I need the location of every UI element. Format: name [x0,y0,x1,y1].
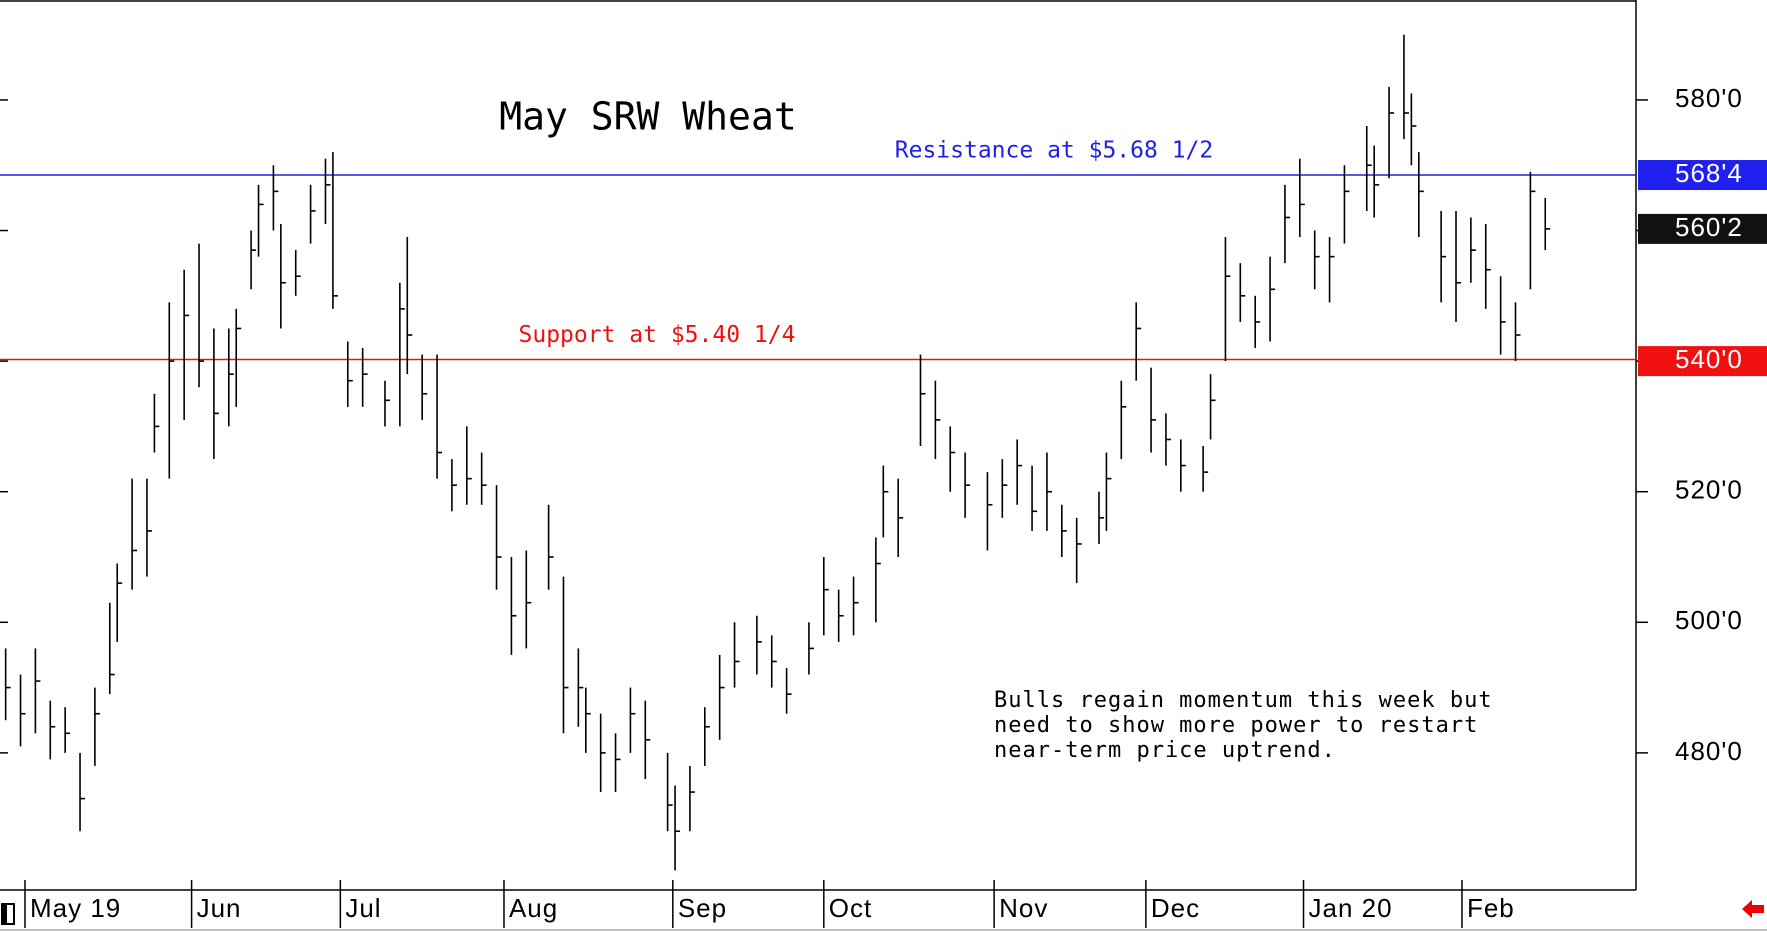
chart-title: May SRW Wheat [499,95,796,139]
y-tick-label: 480'0 [1675,736,1743,766]
scroll-icon-fill [2,904,7,924]
y-tick-label: 580'0 [1675,83,1743,113]
price-marker [1638,346,1767,377]
x-tick-label: Jul [345,893,381,923]
price-marker-label: 540'0 [1675,344,1743,374]
x-tick-label: Jun [197,893,242,923]
x-tick-label: Nov [999,893,1048,923]
x-tick-label: Oct [829,893,872,923]
annotation-line: near-term price uptrend. [994,738,1336,763]
price-marker [1638,160,1767,191]
y-tick-label: 520'0 [1675,475,1743,505]
level-label: Support at $5.40 1/4 [519,322,796,348]
price-marker [1638,213,1767,244]
annotation-line: need to show more power to restart [994,713,1478,738]
y-tick-label: 500'0 [1675,605,1743,635]
x-tick-label: Sep [678,893,727,923]
x-tick-label: May 19 [30,893,121,923]
price-marker-label: 560'2 [1675,212,1743,242]
level-label: Resistance at $5.68 1/2 [895,138,1214,164]
scroll-arrow[interactable] [1742,900,1764,918]
x-tick-label: Aug [509,893,558,923]
x-tick-label: Feb [1467,893,1515,923]
x-tick-label: Dec [1151,893,1200,923]
x-tick-label: Jan 20 [1309,893,1393,923]
annotation-line: Bulls regain momentum this week but [994,688,1493,713]
price-marker-label: 568'4 [1675,158,1743,188]
